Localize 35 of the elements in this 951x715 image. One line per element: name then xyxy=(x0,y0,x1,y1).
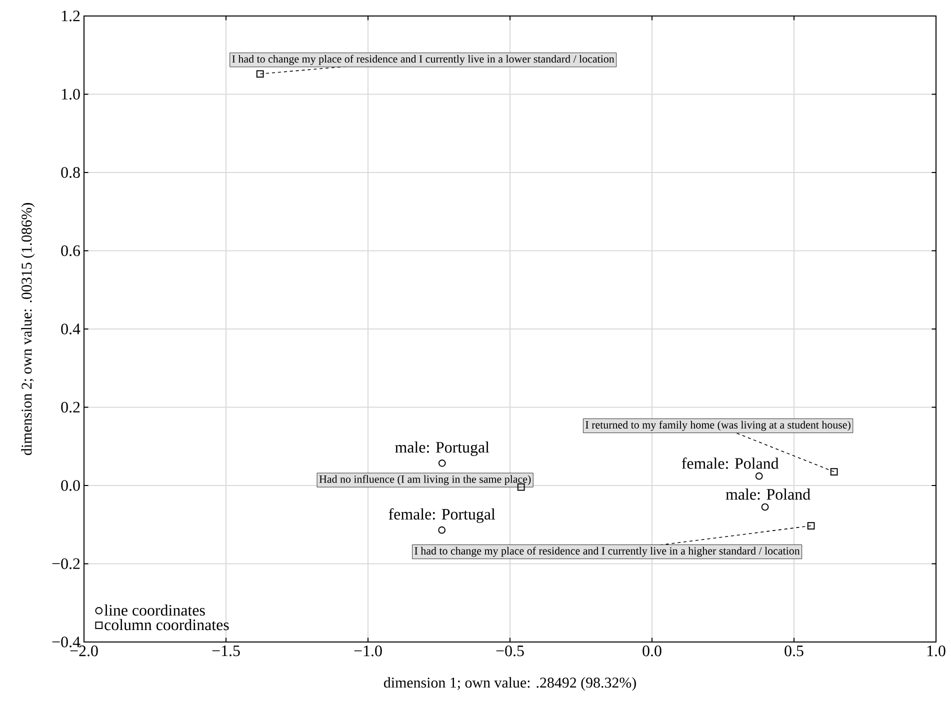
x-tick-label: −0.5 xyxy=(496,646,524,656)
point xyxy=(256,70,264,78)
y-tick-label: 0.2 xyxy=(61,402,80,413)
x-tick-label: 0.5 xyxy=(784,646,804,656)
x-tick-label: 1.0 xyxy=(927,646,946,656)
y-tick-label: 1.0 xyxy=(62,88,80,100)
point xyxy=(807,522,815,530)
legend-label: line coordinates xyxy=(104,604,205,616)
x-tick-label: −1.5 xyxy=(212,646,240,656)
y-tick-label: 0.8 xyxy=(61,167,80,178)
legend-label: column coordinates xyxy=(104,618,229,630)
y-tick-label: −0.4 xyxy=(52,636,80,648)
annotation: I returned to my family home (was living at a student house) xyxy=(586,420,850,431)
y-tick-label: 0.6 xyxy=(61,245,80,256)
annotation: female: Poland xyxy=(682,457,779,469)
point xyxy=(761,503,769,511)
x-tick-label: −2.0 xyxy=(70,646,98,656)
x-tick-label: 0.0 xyxy=(642,646,662,656)
x-axis-title: dimension 1; own value: .28492 (98.32%) xyxy=(384,677,636,691)
point xyxy=(438,459,446,467)
annotation: Had no influence (I am living in the same place) xyxy=(319,475,531,486)
y-tick-label: 0.4 xyxy=(61,324,80,334)
y-tick-label: −0.2 xyxy=(52,558,80,570)
y-axis-title: dimension 2; own value: .00315 (1.086%) xyxy=(21,203,35,456)
annotation: male: Portugal xyxy=(395,441,490,456)
y-tick-label: 0.0 xyxy=(61,480,80,491)
point xyxy=(438,526,446,534)
point xyxy=(830,468,838,476)
annotation: I had to change my place of residence and I currently live in a lower standard / location xyxy=(232,54,614,65)
point xyxy=(755,472,763,480)
annotation: I had to change my place of residence and I currently live in a higher standard / location xyxy=(414,546,800,557)
x-tick-label: −1.0 xyxy=(354,646,382,656)
annotation: female: Portugal xyxy=(388,508,496,523)
y-tick-label: 1.2 xyxy=(62,10,80,22)
annotation: male: Poland xyxy=(726,488,810,500)
